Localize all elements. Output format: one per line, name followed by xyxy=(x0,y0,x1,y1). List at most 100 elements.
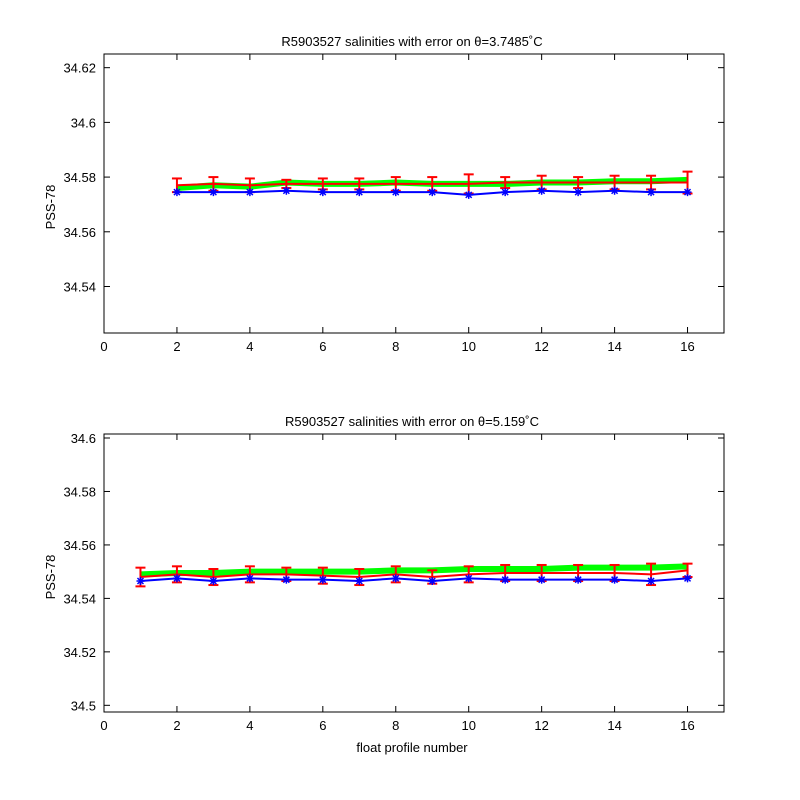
y-tick-label: 34.62 xyxy=(63,61,96,76)
data-point xyxy=(464,190,473,199)
x-tick-label: 14 xyxy=(607,339,621,354)
chart-title: R5903527 salinities with error on θ=5.15… xyxy=(285,414,539,429)
y-tick-label: 34.56 xyxy=(63,538,96,553)
x-tick-label: 16 xyxy=(680,718,694,733)
y-tick-label: 34.5 xyxy=(71,698,96,713)
chart-title: R5903527 salinities with error on θ=3.74… xyxy=(281,34,542,49)
x-tick-label: 0 xyxy=(100,718,107,733)
marker-stroke xyxy=(282,576,290,584)
marker-stroke xyxy=(465,574,473,582)
data-point xyxy=(537,186,546,195)
marker-stroke xyxy=(683,574,692,582)
data-point xyxy=(464,574,473,583)
x-tick-label: 8 xyxy=(392,339,399,354)
marker-stroke xyxy=(683,188,692,196)
data-point xyxy=(318,575,327,584)
marker-stroke xyxy=(282,187,290,195)
error-bar xyxy=(500,176,511,190)
data-point xyxy=(391,574,400,583)
marker-stroke xyxy=(538,187,546,195)
marker-stroke xyxy=(173,188,181,196)
data-point xyxy=(574,188,583,197)
x-tick-label: 12 xyxy=(534,339,548,354)
marker-stroke xyxy=(392,188,400,196)
x-tick-label: 2 xyxy=(173,718,180,733)
marker-stroke xyxy=(428,577,436,585)
data-point xyxy=(355,577,364,586)
x-tick-label: 10 xyxy=(461,718,475,733)
data-point xyxy=(683,188,692,197)
x-tick-label: 12 xyxy=(534,718,548,733)
y-tick-label: 34.52 xyxy=(63,645,96,660)
data-point xyxy=(647,577,656,586)
marker-stroke xyxy=(355,577,363,585)
marker-stroke xyxy=(355,188,363,196)
x-tick-label: 6 xyxy=(319,718,326,733)
data-point xyxy=(683,574,692,583)
data-point xyxy=(209,188,218,197)
marker-stroke xyxy=(428,188,436,196)
marker-stroke xyxy=(173,574,181,582)
series-line xyxy=(140,577,688,583)
data-point xyxy=(428,577,437,586)
marker-stroke xyxy=(319,188,327,196)
y-tick-label: 34.6 xyxy=(71,115,96,130)
data-point xyxy=(282,186,291,195)
y-axis-label: PSS-78 xyxy=(43,555,58,600)
marker-stroke xyxy=(319,576,327,584)
y-axis-label: PSS-78 xyxy=(43,185,58,230)
x-tick-label: 16 xyxy=(680,339,694,354)
x-tick-label: 4 xyxy=(246,339,253,354)
marker-stroke xyxy=(246,188,254,196)
data-point xyxy=(172,188,181,197)
x-tick-label: 4 xyxy=(246,718,253,733)
data-point xyxy=(610,575,619,584)
data-point xyxy=(245,188,254,197)
y-tick-label: 34.58 xyxy=(63,170,96,185)
marker-stroke xyxy=(136,577,145,585)
x-tick-label: 10 xyxy=(461,339,475,354)
marker-stroke xyxy=(574,576,582,584)
plot-frame xyxy=(103,53,725,334)
marker-stroke xyxy=(246,574,254,582)
marker-stroke xyxy=(392,574,400,582)
data-point xyxy=(501,188,510,197)
marker-stroke xyxy=(209,577,217,585)
series-line xyxy=(140,563,688,578)
data-point xyxy=(245,574,254,583)
marker-stroke xyxy=(538,576,546,584)
x-tick-label: 0 xyxy=(100,339,107,354)
y-tick-label: 34.58 xyxy=(63,484,96,499)
plot-frame xyxy=(103,433,725,713)
marker-stroke xyxy=(611,187,619,195)
data-point xyxy=(501,575,510,584)
marker-stroke xyxy=(501,576,509,584)
data-point xyxy=(428,188,437,197)
data-point xyxy=(209,577,218,586)
data-point xyxy=(282,575,291,584)
x-tick-label: 2 xyxy=(173,339,180,354)
marker-stroke xyxy=(574,188,582,196)
marker-stroke xyxy=(647,577,655,585)
marker-stroke xyxy=(611,576,619,584)
marker-stroke xyxy=(465,191,473,199)
y-tick-label: 34.6 xyxy=(71,431,96,446)
data-point xyxy=(172,574,181,583)
x-tick-label: 8 xyxy=(392,718,399,733)
data-point xyxy=(574,575,583,584)
x-tick-label: 14 xyxy=(607,718,621,733)
y-tick-label: 34.54 xyxy=(63,591,96,606)
chart-bottom: R5903527 salinities with error on θ=5.15… xyxy=(43,414,725,755)
y-tick-label: 34.56 xyxy=(63,225,96,240)
data-point xyxy=(537,575,546,584)
data-point xyxy=(391,188,400,197)
marker-stroke xyxy=(209,188,217,196)
data-point xyxy=(318,188,327,197)
data-point xyxy=(610,186,619,195)
data-point xyxy=(355,188,364,197)
x-axis-label: float profile number xyxy=(356,740,468,755)
marker-stroke xyxy=(501,188,509,196)
x-tick-label: 6 xyxy=(319,339,326,354)
